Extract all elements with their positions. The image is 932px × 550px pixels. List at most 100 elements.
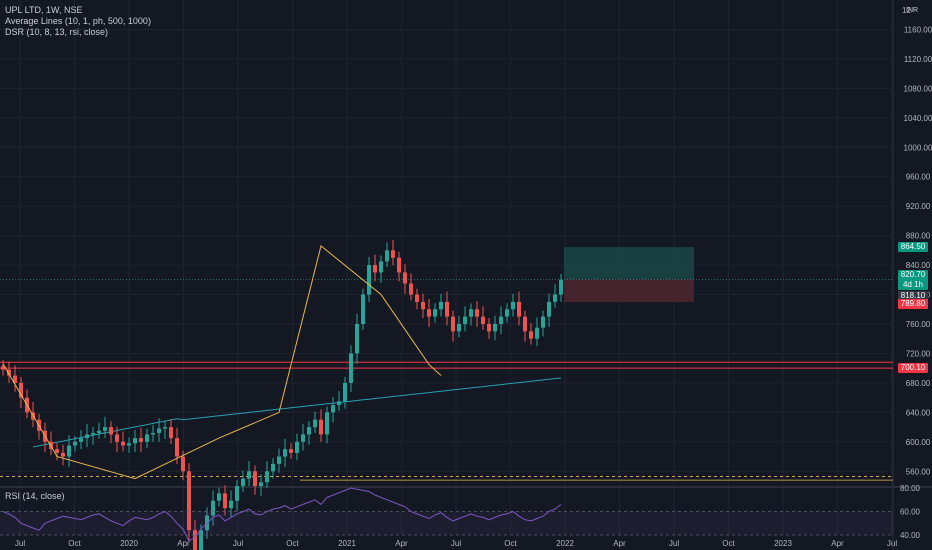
rsi-line (2, 487, 562, 542)
candle (373, 254, 377, 282)
candle (547, 293, 551, 327)
candle-body (193, 530, 197, 550)
candle (187, 463, 191, 541)
candle (85, 424, 89, 447)
y-tick-label: 720.00 (906, 349, 931, 358)
y-tick-label: 920.00 (906, 202, 931, 211)
candle-body (403, 272, 407, 284)
y-tick-label: 1040.00 (904, 114, 932, 123)
y-tick-label-top: 12 (902, 6, 911, 15)
candle (55, 443, 59, 461)
candle (253, 465, 257, 495)
x-tick-label: 2020 (120, 539, 138, 548)
candle-body (391, 250, 395, 258)
x-tick-label: 2022 (556, 539, 574, 548)
candle (163, 421, 167, 439)
candle-body (115, 434, 119, 442)
candle-body (319, 419, 323, 435)
symbol-label[interactable]: UPL LTD, 1W, NSE (5, 5, 83, 15)
candle (559, 273, 563, 302)
stop-zone (564, 279, 694, 303)
dsr-indicator-label[interactable]: DSR (10, 8, 13, rsi, close) (5, 27, 109, 37)
y-tick-label: 640.00 (906, 408, 931, 417)
candle (475, 301, 479, 327)
candle-body (427, 309, 431, 317)
candle (121, 431, 125, 452)
candle (97, 422, 101, 439)
candle (361, 288, 365, 330)
x-tick-label: Jul (669, 539, 679, 548)
candle-body (265, 471, 269, 483)
candle (517, 291, 521, 326)
candle-body (475, 309, 479, 317)
candle-body (271, 463, 275, 472)
candle (193, 519, 197, 550)
candle (421, 293, 425, 319)
candle-body (85, 434, 89, 439)
price-tag: 789.80 (898, 299, 928, 310)
candle-body (67, 445, 71, 457)
candle-body (481, 316, 485, 324)
y-tick-label: 560.00 (906, 467, 931, 476)
y-tick-label: 840.00 (906, 261, 931, 270)
candle-body (379, 261, 383, 273)
x-tick-label: Oct (504, 539, 517, 548)
rsi-tick-label: 60.00 (900, 508, 921, 517)
candle-body (97, 430, 101, 433)
x-tick-label: Apr (177, 539, 190, 548)
candle-body (415, 294, 419, 302)
candle-body (385, 250, 389, 262)
candle-body (325, 412, 329, 435)
candle-body (553, 294, 557, 302)
candle-body (277, 456, 281, 464)
candle (367, 256, 371, 302)
candle (217, 487, 221, 507)
candle-body (109, 427, 113, 435)
x-tick-label: Jul (887, 539, 897, 548)
candle-body (523, 316, 527, 332)
x-tick-label: Apr (613, 539, 626, 548)
candle-body (175, 438, 179, 457)
candle (481, 306, 485, 330)
candle (169, 418, 173, 445)
candle-body (139, 438, 143, 442)
candle-body (163, 427, 167, 429)
candle (103, 416, 107, 439)
candle-body (295, 441, 299, 453)
candle-body (253, 471, 257, 486)
y-tick-label: 760.00 (906, 320, 931, 329)
rsi-band (0, 511, 893, 535)
candle (403, 264, 407, 294)
candle (493, 315, 497, 341)
y-tick-label: 600.00 (906, 438, 931, 447)
candle (277, 448, 281, 473)
y-tick-label: 960.00 (906, 173, 931, 182)
candle-body (217, 493, 221, 501)
candle-body (355, 324, 359, 354)
candle (439, 293, 443, 317)
candle (211, 490, 215, 526)
candle (61, 444, 65, 466)
candle-body (259, 482, 263, 486)
candle-body (79, 438, 83, 442)
candle (127, 437, 131, 453)
pattern-line (2, 245, 442, 480)
candle (133, 430, 137, 453)
x-tick-label: Jul (233, 539, 243, 548)
candle-body (187, 471, 191, 531)
average-lines-indicator-label[interactable]: Average Lines (10, 1, ph, 500, 1000) (5, 16, 151, 26)
candle-body (283, 449, 287, 457)
rsi-indicator-label[interactable]: RSI (14, close) (5, 491, 65, 501)
candle (343, 377, 347, 409)
candle (397, 251, 401, 282)
candle-body (103, 427, 107, 431)
y-tick-label: 1120.00 (904, 55, 932, 64)
candle (535, 317, 539, 347)
currency-label[interactable]: INR (906, 7, 919, 14)
candle-body (361, 294, 365, 324)
candle (157, 418, 161, 442)
candle (1, 360, 5, 376)
candle-body (235, 486, 239, 501)
candle-body (13, 375, 17, 383)
